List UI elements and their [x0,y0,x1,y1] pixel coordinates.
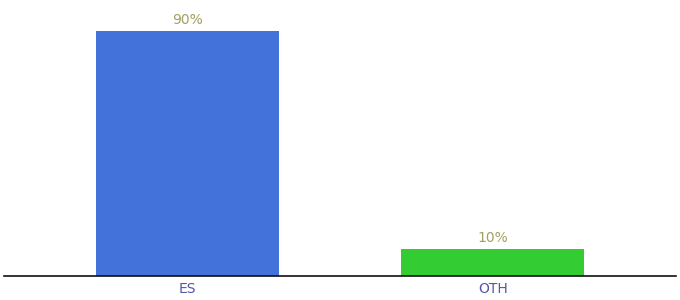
Text: 90%: 90% [172,13,203,27]
Bar [96,32,279,276]
Text: 10%: 10% [477,231,508,245]
Bar [401,249,584,276]
